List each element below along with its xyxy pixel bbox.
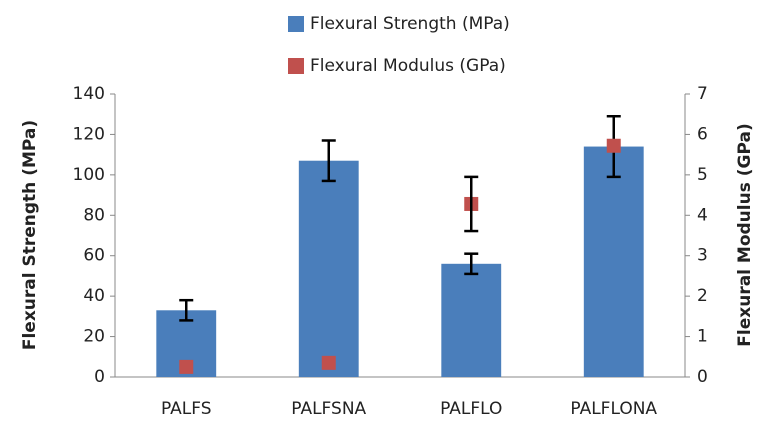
modulus-marker [179, 359, 194, 374]
y2-axis-title: Flexural Modulus (GPa) [735, 123, 755, 346]
y2-tick-label: 0 [697, 367, 708, 387]
bar [441, 263, 502, 377]
y2-tick-label: 2 [697, 286, 708, 306]
y2-tick-label: 6 [697, 124, 708, 144]
y2-tick-label: 5 [697, 165, 708, 185]
y-tick-label: 100 [73, 165, 105, 185]
x-tick-label: PALFSNA [291, 399, 366, 419]
y2-tick-label: 3 [697, 246, 708, 266]
y-tick-label: 140 [73, 84, 105, 104]
y-tick-label: 120 [73, 124, 105, 144]
modulus-marker [606, 138, 621, 153]
y-tick-label: 40 [83, 286, 105, 306]
error-bar [464, 252, 479, 276]
legend-swatch [288, 16, 304, 32]
y-tick-label: 80 [83, 205, 105, 225]
y-tick-label: 0 [94, 367, 105, 387]
bar [298, 160, 359, 377]
x-tick-label: PALFS [161, 399, 212, 419]
error-bar [321, 139, 336, 183]
modulus-marker [321, 355, 336, 370]
bar [583, 146, 644, 377]
legend-label: Flexural Modulus (GPa) [310, 56, 506, 76]
error-bar [179, 298, 194, 322]
legend-swatch [288, 58, 304, 74]
y2-tick-label: 1 [697, 327, 708, 347]
y-tick-label: 60 [83, 246, 105, 266]
x-tick-label: PALFLO [440, 399, 502, 419]
y2-tick-label: 4 [697, 205, 708, 225]
y2-tick-label: 7 [697, 84, 708, 104]
x-tick-label: PALFLONA [570, 399, 657, 419]
legend-label: Flexural Strength (MPa) [310, 14, 510, 34]
y-axis-title: Flexural Strength (MPa) [20, 120, 40, 350]
y-tick-label: 20 [83, 327, 105, 347]
error-bar [464, 175, 479, 233]
